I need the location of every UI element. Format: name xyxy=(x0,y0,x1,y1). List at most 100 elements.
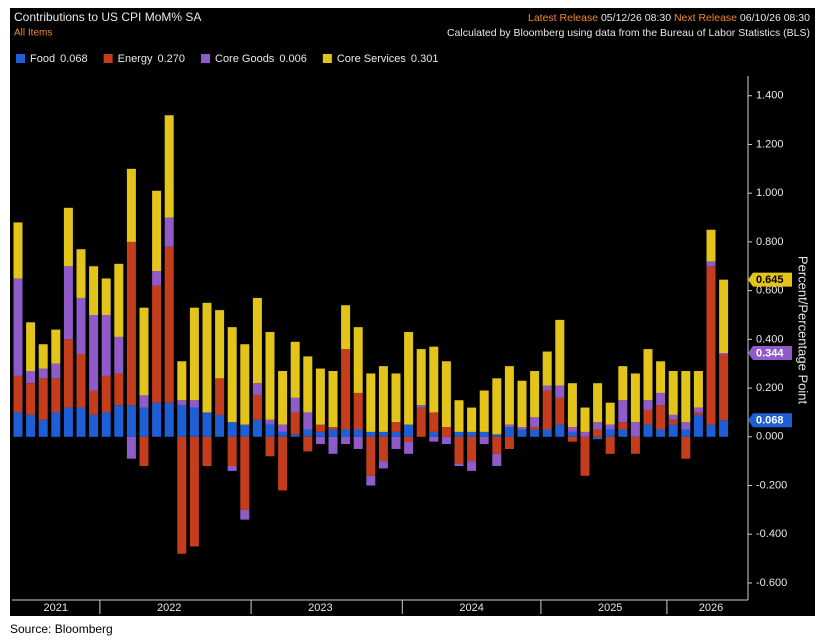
axis-tag-label: 0.645 xyxy=(756,274,784,286)
bar-segment xyxy=(89,314,99,391)
bar-segment xyxy=(252,383,262,396)
bar-segment xyxy=(215,414,225,437)
bar-segment xyxy=(114,373,124,406)
bar-segment xyxy=(63,266,73,340)
bar-segment xyxy=(593,383,603,423)
bar-segment xyxy=(290,412,300,435)
legend-value: 0.068 xyxy=(60,53,88,65)
bar-segment xyxy=(114,336,124,374)
bar-segment xyxy=(580,431,590,437)
bar-segment xyxy=(479,431,489,437)
bar-segment xyxy=(479,436,489,445)
legend-swatch xyxy=(322,54,332,63)
bar-segment xyxy=(341,305,351,350)
bar-segment xyxy=(202,302,212,413)
bar-segment xyxy=(189,307,199,401)
bar-segment xyxy=(555,424,565,437)
bar-segment xyxy=(593,429,603,437)
bar-segment xyxy=(51,412,61,437)
bar-segment xyxy=(215,310,225,379)
bar-segment xyxy=(26,414,36,437)
bar-segment xyxy=(454,436,464,464)
bar-segment xyxy=(618,400,628,423)
bar-segment xyxy=(328,427,338,430)
bar-segment xyxy=(139,307,149,396)
y-tick-label: 1.400 xyxy=(756,90,784,102)
bar-segment xyxy=(441,436,451,445)
legend-label: Core Services xyxy=(337,53,407,65)
bar-segment xyxy=(126,405,136,437)
bar-segment xyxy=(63,207,73,267)
bar-segment xyxy=(630,373,640,423)
bar-segment xyxy=(152,402,162,437)
bar-segment xyxy=(139,395,149,408)
bar-segment xyxy=(353,429,363,437)
bar-segment xyxy=(378,366,388,432)
y-tick-label: 0.800 xyxy=(756,236,784,248)
bar-segment xyxy=(454,431,464,437)
bar-segment xyxy=(328,429,338,437)
bar-segment xyxy=(404,332,414,425)
bar-segment xyxy=(429,431,439,437)
bar-segment xyxy=(278,424,288,432)
bar-segment xyxy=(177,436,187,554)
bar-segment xyxy=(26,371,36,384)
subtitle: All Items xyxy=(14,28,52,39)
bar-segment xyxy=(504,436,514,449)
bar-segment xyxy=(189,436,199,547)
bar-segment xyxy=(605,424,615,430)
bar-segment xyxy=(706,261,716,267)
bar-segment xyxy=(51,363,61,379)
legend-swatch xyxy=(16,54,25,63)
bar-segment xyxy=(38,368,48,379)
bar-segment xyxy=(265,424,275,437)
bar-segment xyxy=(177,400,187,406)
bar-segment xyxy=(719,279,729,353)
bar-segment xyxy=(416,405,426,408)
bar-segment xyxy=(13,222,23,279)
x-tick-label: 2021 xyxy=(44,602,68,614)
bar-segment xyxy=(315,424,325,432)
bar-segment xyxy=(517,380,527,428)
bar-segment xyxy=(504,366,514,425)
bar-segment xyxy=(567,436,577,442)
bar-segment xyxy=(101,375,111,413)
bar-segment xyxy=(517,427,527,430)
bar-segment xyxy=(240,424,250,437)
legend-swatch xyxy=(103,54,113,63)
bar-segment xyxy=(630,436,640,454)
bar-segment xyxy=(593,436,603,440)
y-tick-label: 0.400 xyxy=(756,333,784,345)
bar-segment xyxy=(152,190,162,272)
legend-label: Core Goods xyxy=(215,53,275,65)
bar-segment xyxy=(693,407,703,413)
bar-segment xyxy=(643,409,653,425)
bar-segment xyxy=(416,349,426,406)
chart-title: Contributions to US CPI MoM% SA xyxy=(14,10,201,24)
bar-segment xyxy=(89,266,99,315)
bar-segment xyxy=(26,383,36,415)
bar-segment xyxy=(303,436,313,452)
bar-segment xyxy=(101,278,111,315)
bar-segment xyxy=(126,168,136,242)
y-tick-label: 0.200 xyxy=(756,382,784,394)
bar-segment xyxy=(252,297,262,384)
bar-segment xyxy=(542,385,552,391)
release-info: Latest Release 05/12/26 08:30 Next Relea… xyxy=(528,12,810,24)
bar-segment xyxy=(656,429,666,437)
bar-segment xyxy=(315,368,325,425)
bar-segment xyxy=(51,378,61,413)
bar-segment xyxy=(126,241,136,406)
bar-segment xyxy=(139,407,149,437)
bar-segment xyxy=(265,419,275,425)
axis-tag xyxy=(748,272,792,287)
bar-segment xyxy=(467,407,477,432)
bar-segment xyxy=(706,266,716,425)
bar-segment xyxy=(303,356,313,413)
bar-segment xyxy=(227,436,237,467)
bar-segment xyxy=(252,395,262,420)
axis-tag-label: 0.344 xyxy=(756,347,784,359)
bar-segment xyxy=(341,436,351,445)
bar-segment xyxy=(76,407,86,437)
bar-segment xyxy=(378,436,388,462)
